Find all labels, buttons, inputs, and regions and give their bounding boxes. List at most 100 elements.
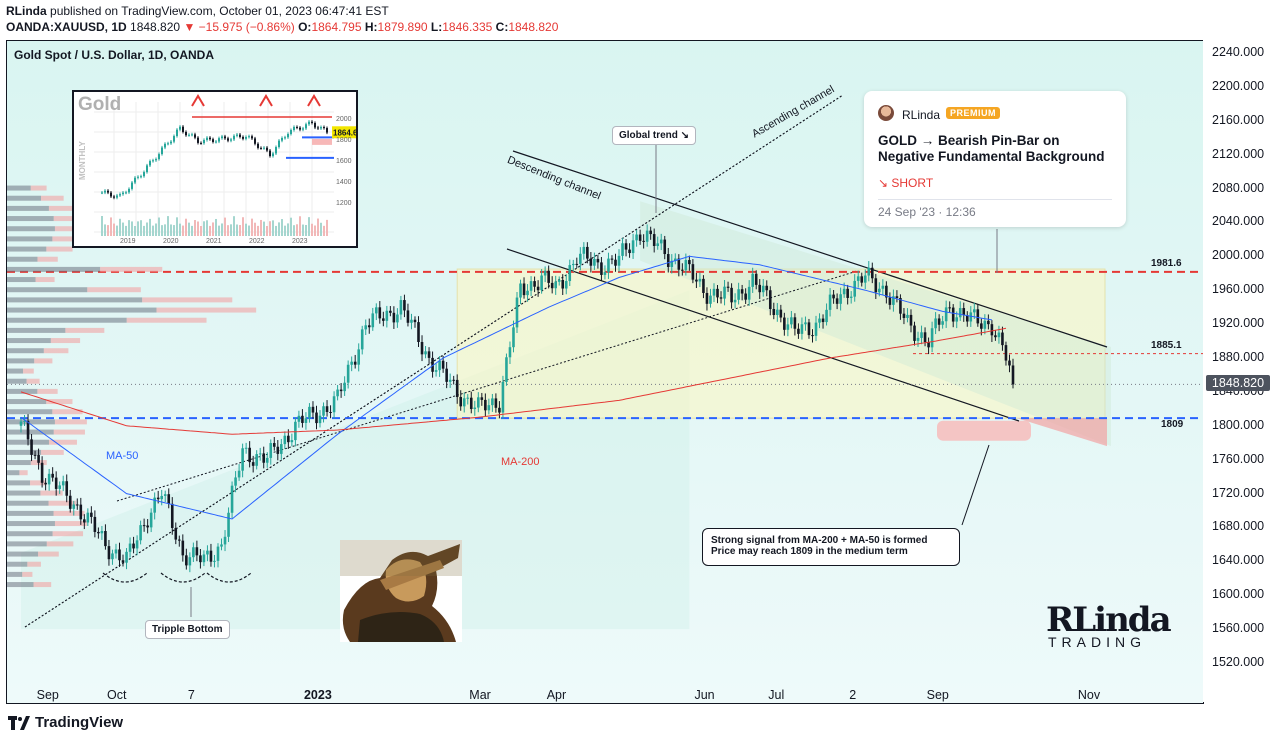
candle-body <box>716 288 719 298</box>
volume-profile-bar <box>7 388 38 394</box>
inset-volume-bar <box>200 225 202 236</box>
inset-candle-body <box>167 143 169 145</box>
inset-candle-body <box>173 136 175 142</box>
tradingview-footer[interactable]: TradingView <box>8 714 123 731</box>
candle-body <box>308 406 311 419</box>
inset-volume-bar <box>218 225 220 236</box>
candle-body <box>410 319 413 323</box>
inset-volume-bar <box>206 220 208 236</box>
inset-volume-bar <box>269 221 271 236</box>
volume-profile-bar <box>30 480 46 486</box>
publish-info: RLinda published on TradingView.com, Oct… <box>6 4 389 18</box>
inset-volume-bar <box>323 225 325 236</box>
candle-body <box>104 531 107 547</box>
chart-canvas[interactable] <box>7 41 1203 703</box>
volume-profile-bar <box>7 205 49 211</box>
candle-body <box>860 276 864 283</box>
inset-volume-bar <box>182 225 184 236</box>
candle-body <box>870 267 874 279</box>
card-author[interactable]: RLinda <box>902 108 941 122</box>
volume-profile-bar <box>7 571 23 577</box>
idea-card[interactable]: RLinda PREMIUM GOLD → Bearish Pin-Bar on… <box>864 91 1126 227</box>
inset-volume-bar <box>227 225 229 236</box>
candle-body <box>114 549 118 554</box>
candle-body <box>90 512 93 517</box>
card-headline: GOLD → Bearish Pin-Bar on Negative Funda… <box>878 133 1105 164</box>
volume-profile-bar <box>53 216 85 222</box>
candle-body <box>139 525 142 541</box>
candle-body <box>652 234 656 246</box>
price-tick-label: 1600.000 <box>1212 587 1265 602</box>
candle-body <box>684 260 688 271</box>
candle-body <box>170 503 174 528</box>
candle-body <box>688 260 691 265</box>
candle-body <box>568 265 572 282</box>
candle-body <box>906 314 909 318</box>
candle-body <box>297 415 301 422</box>
price-tick-label: 1880.000 <box>1212 350 1265 364</box>
candle-body <box>156 497 160 500</box>
candle-body <box>128 543 132 552</box>
inset-volume-bar <box>290 217 292 236</box>
inset-volume-bar <box>155 223 157 236</box>
target-zone <box>1017 418 1107 447</box>
candle-body <box>30 439 33 455</box>
ascending-channel-upper-dup <box>24 94 844 628</box>
note-line-1: Strong signal from MA-200 + MA-50 is for… <box>711 535 928 546</box>
inset-candle-body <box>128 188 130 193</box>
candle-body <box>990 324 994 336</box>
candle-body <box>747 286 751 300</box>
candle-body <box>663 239 667 255</box>
candle-body <box>68 495 72 509</box>
candle-body <box>681 269 684 271</box>
volume-profile-bar <box>7 429 54 435</box>
candle-body <box>220 544 223 547</box>
volume-profile-bar <box>7 307 157 313</box>
inset-volume-bar <box>230 224 232 236</box>
candle-body <box>206 550 209 555</box>
publish-text: published on TradingView.com, October 01… <box>50 4 389 18</box>
candle-body <box>976 309 980 324</box>
candle-body <box>765 285 769 291</box>
time-tick-label: Sep <box>36 688 59 702</box>
inset-volume-bar <box>149 218 151 236</box>
inset-target-zone <box>312 138 332 145</box>
inset-volume-bar <box>305 224 307 236</box>
candle-body <box>691 264 695 280</box>
volume-profile-bar <box>7 582 34 588</box>
candle-body <box>533 281 536 287</box>
inset-volume-bar <box>173 225 175 236</box>
candle-body <box>589 258 593 266</box>
descending-channel-lower <box>506 248 1020 422</box>
candle-body <box>1001 332 1004 346</box>
inset-candle-body <box>230 139 232 141</box>
candle-body <box>142 525 146 527</box>
candle-body <box>867 267 871 276</box>
candle-body <box>367 325 371 328</box>
volume-profile-bar <box>50 338 81 344</box>
candle-body <box>526 290 529 296</box>
candle-body <box>1004 345 1008 361</box>
volume-profile-bar <box>38 551 59 557</box>
volume-profile-bar <box>65 327 105 333</box>
inset-volume-bar <box>179 223 181 236</box>
inset-candle-body <box>104 190 106 193</box>
price-axis[interactable] <box>1203 40 1280 702</box>
volume-profile-bar <box>7 195 41 201</box>
inset-candle-body <box>137 176 139 178</box>
candle-body <box>579 253 582 264</box>
inset-candle-body <box>245 136 247 139</box>
candle-body <box>702 278 705 293</box>
inset-candle-body <box>281 138 283 141</box>
time-tick-label: Mar <box>469 688 491 702</box>
candle-body <box>730 287 733 303</box>
inset-candle-body <box>311 121 313 123</box>
volume-profile-bar <box>52 236 83 242</box>
candle-body <box>47 473 51 485</box>
inset-volume-bar <box>203 221 205 236</box>
inset-candle-body <box>122 192 124 195</box>
price-tick-label: 1800.000 <box>1212 417 1265 432</box>
inset-candle-body <box>182 126 184 132</box>
candle-body <box>301 415 304 423</box>
candle-body <box>930 328 934 348</box>
